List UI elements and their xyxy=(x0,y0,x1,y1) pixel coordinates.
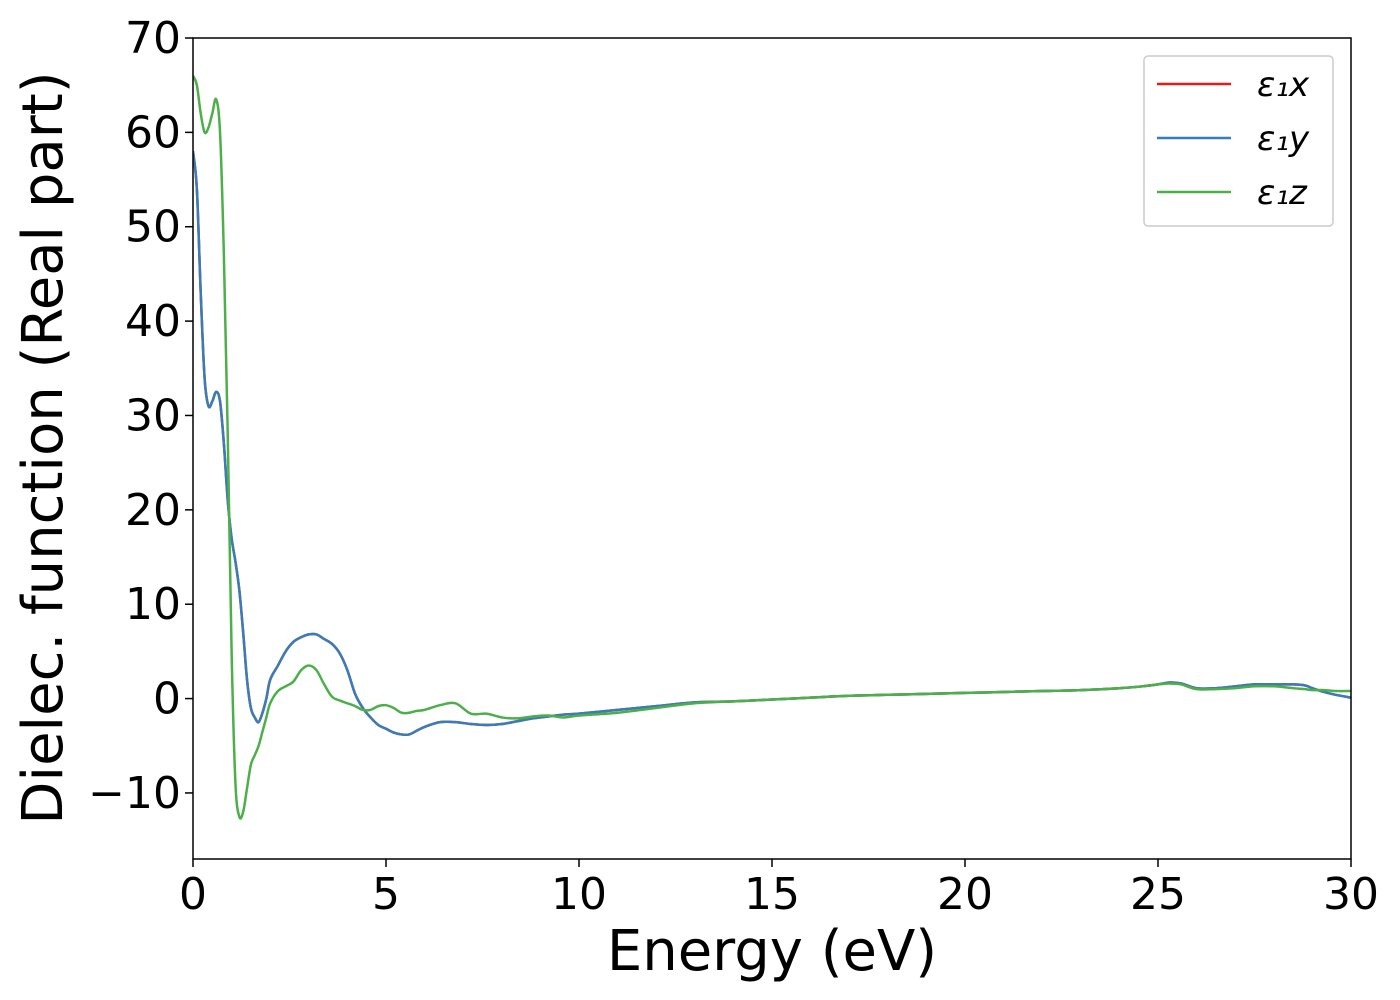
y-axis-label: Dielec. function (Real part) xyxy=(11,71,76,824)
x-tick-label: 30 xyxy=(1323,869,1379,920)
x-tick-label: 25 xyxy=(1130,869,1186,920)
x-axis-label: Energy (eV) xyxy=(607,919,937,984)
y-tick-label: 10 xyxy=(125,579,181,630)
y-axis-ticks: −10 0 10 20 30 40 50 60 70 xyxy=(88,13,193,819)
legend: ε₁x ε₁y ε₁z xyxy=(1143,55,1334,227)
y-tick-label: −10 xyxy=(88,768,181,819)
legend-frame xyxy=(1143,55,1334,227)
legend-label-1: ε₁x xyxy=(1257,65,1310,105)
y-tick-label: 0 xyxy=(153,674,181,725)
y-tick-label: 40 xyxy=(125,296,181,347)
x-tick-label: 20 xyxy=(937,869,993,920)
x-tick-label: 0 xyxy=(179,869,207,920)
legend-label-3: ε₁z xyxy=(1257,173,1308,213)
series-line-3 xyxy=(193,75,1351,820)
x-tick-label: 15 xyxy=(744,869,800,920)
x-axis-ticks: 0 5 10 15 20 25 30 xyxy=(179,859,1379,920)
x-tick-label: 5 xyxy=(372,869,400,920)
series-layer xyxy=(193,75,1351,820)
y-tick-label: 60 xyxy=(125,107,181,158)
legend-label-2: ε₁y xyxy=(1257,119,1310,159)
y-tick-label: 30 xyxy=(125,390,181,441)
y-tick-label: 70 xyxy=(125,13,181,64)
y-tick-label: 20 xyxy=(125,485,181,536)
x-tick-label: 10 xyxy=(551,869,607,920)
y-tick-label: 50 xyxy=(125,202,181,253)
